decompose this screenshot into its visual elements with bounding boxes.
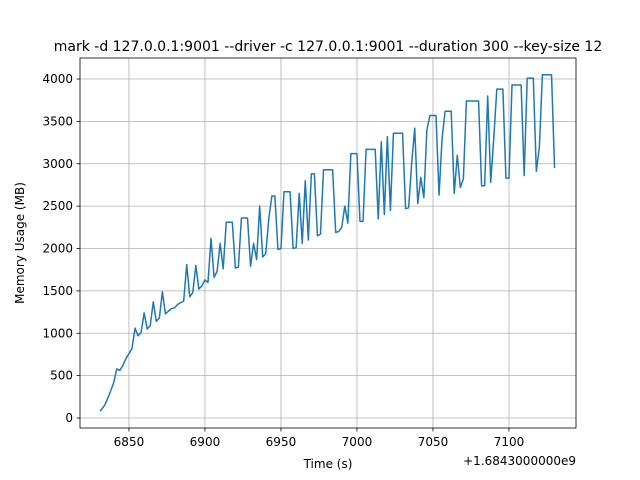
y-tick-label: 4000 (42, 72, 73, 86)
y-tick-label: 500 (50, 369, 73, 383)
x-tick-label: 6950 (266, 435, 297, 449)
y-axis-label: Memory Usage (MB) (13, 182, 27, 304)
x-tick-label: 7100 (494, 435, 525, 449)
x-tick-label: 6900 (190, 435, 221, 449)
y-tick-label: 3000 (42, 157, 73, 171)
chart-title: mark -d 127.0.0.1:9001 --driver -c 127.0… (54, 39, 603, 55)
y-tick-label: 3500 (42, 114, 73, 128)
y-tick-label: 1000 (42, 326, 73, 340)
x-tick-label: 7050 (418, 435, 449, 449)
x-axis-label: Time (s) (303, 457, 353, 471)
x-tick-label: 7000 (342, 435, 373, 449)
y-tick-label: 2500 (42, 199, 73, 213)
y-tick-label: 0 (65, 411, 73, 425)
data-line (99, 74, 556, 412)
y-tick-label: 2000 (42, 242, 73, 256)
x-offset-label: +1.6843000000e9 (463, 454, 576, 468)
x-tick-label: 6850 (114, 435, 145, 449)
plot-frame (79, 57, 577, 429)
y-tick-label: 1500 (42, 284, 73, 298)
